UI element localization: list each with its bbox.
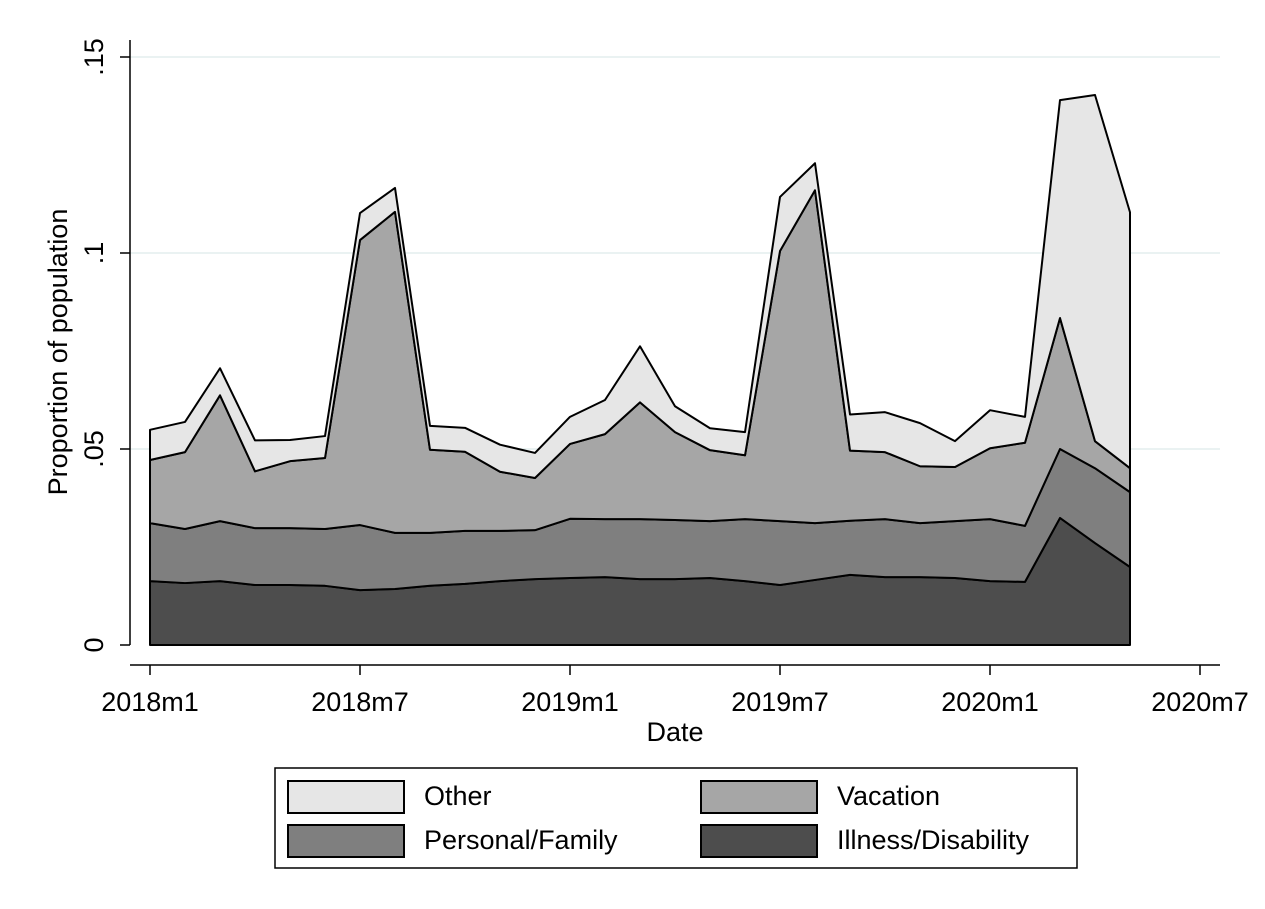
legend-label: Personal/Family bbox=[424, 825, 618, 855]
legend-swatch bbox=[287, 780, 405, 814]
x-tick-label: 2018m7 bbox=[311, 687, 409, 717]
y-tick-label: .1 bbox=[79, 242, 109, 265]
y-tick-label: .05 bbox=[79, 430, 109, 468]
legend-label: Vacation bbox=[837, 781, 940, 811]
legend-label: Illness/Disability bbox=[837, 825, 1030, 855]
legend-label: Other bbox=[424, 781, 492, 811]
legend-swatch bbox=[700, 780, 818, 814]
y-tick-label: 0 bbox=[79, 637, 109, 652]
x-tick-label: 2020m1 bbox=[941, 687, 1039, 717]
x-tick-label: 2020m7 bbox=[1151, 687, 1249, 717]
x-axis-title: Date bbox=[646, 717, 703, 747]
y-axis-title: Proportion of population bbox=[43, 209, 73, 496]
x-tick-label: 2019m7 bbox=[731, 687, 829, 717]
area bbox=[149, 94, 1131, 480]
x-tick-label: 2019m1 bbox=[521, 687, 619, 717]
y-tick-label: .15 bbox=[79, 38, 109, 76]
legend-box bbox=[274, 767, 1078, 869]
x-tick-label: 2018m1 bbox=[101, 687, 199, 717]
legend-swatch bbox=[700, 824, 818, 858]
legend-swatch bbox=[287, 824, 405, 858]
